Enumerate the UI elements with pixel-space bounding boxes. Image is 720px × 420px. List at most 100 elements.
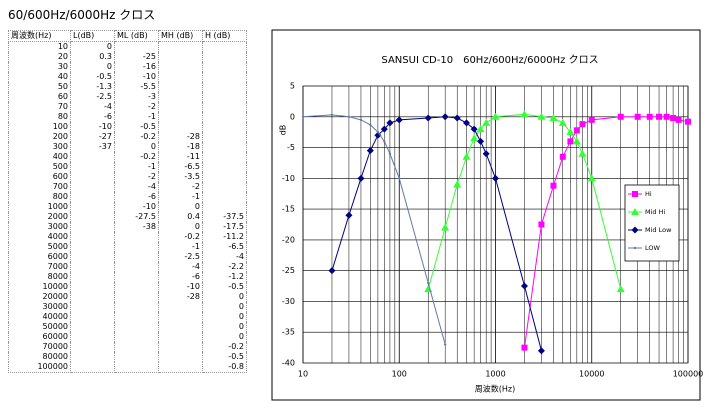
marker — [537, 347, 545, 355]
table-cell — [158, 112, 203, 122]
y-tick-label: -25 — [282, 266, 295, 275]
table-row: 20000 -28 0 — [8, 292, 247, 302]
table-cell: -0.5 — [114, 122, 159, 132]
y-tick-label: -15 — [282, 205, 295, 214]
table-cell — [70, 292, 115, 302]
table-cell — [202, 132, 247, 142]
table-cell — [114, 342, 159, 352]
table-cell — [202, 182, 247, 192]
table-cell — [158, 122, 203, 132]
table-row: 40 -0.5 -10 — [8, 72, 247, 82]
table-cell — [114, 232, 159, 242]
table-cell — [158, 352, 203, 362]
table-cell: 30 — [8, 62, 71, 72]
table-cell: -2.5 — [70, 92, 115, 102]
table-row: 70 -4 -2 — [8, 102, 247, 112]
table-cell: -2 — [114, 172, 159, 182]
table-cell: 400 — [8, 152, 71, 162]
legend-marker — [631, 226, 639, 234]
table-row: 600 -2 -3.5 — [8, 172, 247, 182]
table-cell: -6.5 — [202, 242, 247, 252]
table-cell — [202, 92, 247, 102]
table-cell — [70, 222, 115, 232]
table-row: 400 -0.2 -11 — [8, 152, 247, 162]
table-cell — [114, 292, 159, 302]
table-cell: 30000 — [8, 302, 71, 312]
table-cell — [158, 52, 203, 62]
header-cell: H (dB) — [202, 30, 247, 42]
table-cell: 600 — [8, 172, 71, 182]
table-cell: 300 — [8, 142, 71, 152]
marker — [369, 123, 372, 126]
table-cell — [70, 172, 115, 182]
table-cell — [158, 342, 203, 352]
table-row: 1000 -10 0 — [8, 202, 247, 212]
table-cell: 0 — [114, 142, 159, 152]
marker — [330, 113, 334, 117]
table-cell: 0 — [202, 312, 247, 322]
marker — [578, 149, 587, 157]
table-cell: 0 — [202, 302, 247, 312]
table-row: 80000 -0.5 — [8, 352, 247, 362]
y-axis-label: dB — [279, 125, 288, 136]
marker — [376, 130, 380, 134]
table-cell: -1 — [158, 242, 203, 252]
y-tick-label: -40 — [282, 359, 295, 368]
marker — [663, 113, 670, 120]
table-cell: -37 — [70, 142, 115, 152]
table-row: 500 -1 -6.5 — [8, 162, 247, 172]
table-row: 10000 -10 -0.5 — [8, 282, 247, 292]
table-cell: -6 — [114, 192, 159, 202]
table-cell — [70, 152, 115, 162]
table-cell — [114, 302, 159, 312]
table-cell — [202, 112, 247, 122]
table-cell: 200 — [8, 132, 71, 142]
marker — [646, 113, 653, 120]
table-row: 4000 -0.2 -11.2 — [8, 232, 247, 242]
marker — [328, 267, 336, 275]
marker — [388, 152, 392, 155]
table-cell: -4 — [202, 252, 247, 262]
table-cell — [70, 272, 115, 282]
table-row: 80 -6 -1 — [8, 112, 247, 122]
table-cell — [70, 232, 115, 242]
table-cell: -2 — [158, 182, 203, 192]
table-cell: -1 — [158, 192, 203, 202]
marker — [550, 182, 557, 189]
table-cell: 0 — [202, 292, 247, 302]
table-cell: 6000 — [8, 252, 71, 262]
table-cell: -3.5 — [158, 172, 203, 182]
table-cell — [70, 352, 115, 362]
table-cell: 80000 — [8, 352, 71, 362]
series-line — [331, 116, 542, 351]
marker — [470, 134, 479, 142]
table-cell: 50 — [8, 82, 71, 92]
marker — [587, 174, 596, 182]
table-cell — [202, 192, 247, 202]
legend-marker — [633, 246, 637, 250]
marker — [616, 285, 625, 293]
table-cell — [70, 182, 115, 192]
table-cell — [70, 192, 115, 202]
table-cell — [202, 72, 247, 82]
marker — [685, 118, 691, 125]
chart-title: SANSUI CD-10 60Hz/600Hz/6000Hz クロス — [381, 54, 598, 66]
table-cell: -1.2 — [202, 272, 247, 282]
table-cell: 1000 — [8, 202, 71, 212]
header-row: 周波数(Hz) L(dB) ML (dB) MH (dB) H (dB) — [8, 30, 247, 42]
table-cell: 100 — [8, 122, 71, 132]
header-cell: MH (dB) — [158, 30, 203, 42]
marker — [386, 119, 394, 127]
table-cell: -10 — [114, 72, 159, 82]
series-line — [523, 116, 689, 348]
table-row: 700 -4 -2 — [8, 182, 247, 192]
table-cell — [158, 82, 203, 92]
legend-label: Mid Low — [645, 226, 672, 234]
table-row: 8000 -6 -1.2 — [8, 272, 247, 282]
table-cell: -0.2 — [114, 132, 159, 142]
table-cell: 0.4 — [158, 212, 203, 222]
table-cell: 40 — [8, 72, 71, 82]
marker — [675, 116, 682, 123]
table-cell: 5000 — [8, 242, 71, 252]
